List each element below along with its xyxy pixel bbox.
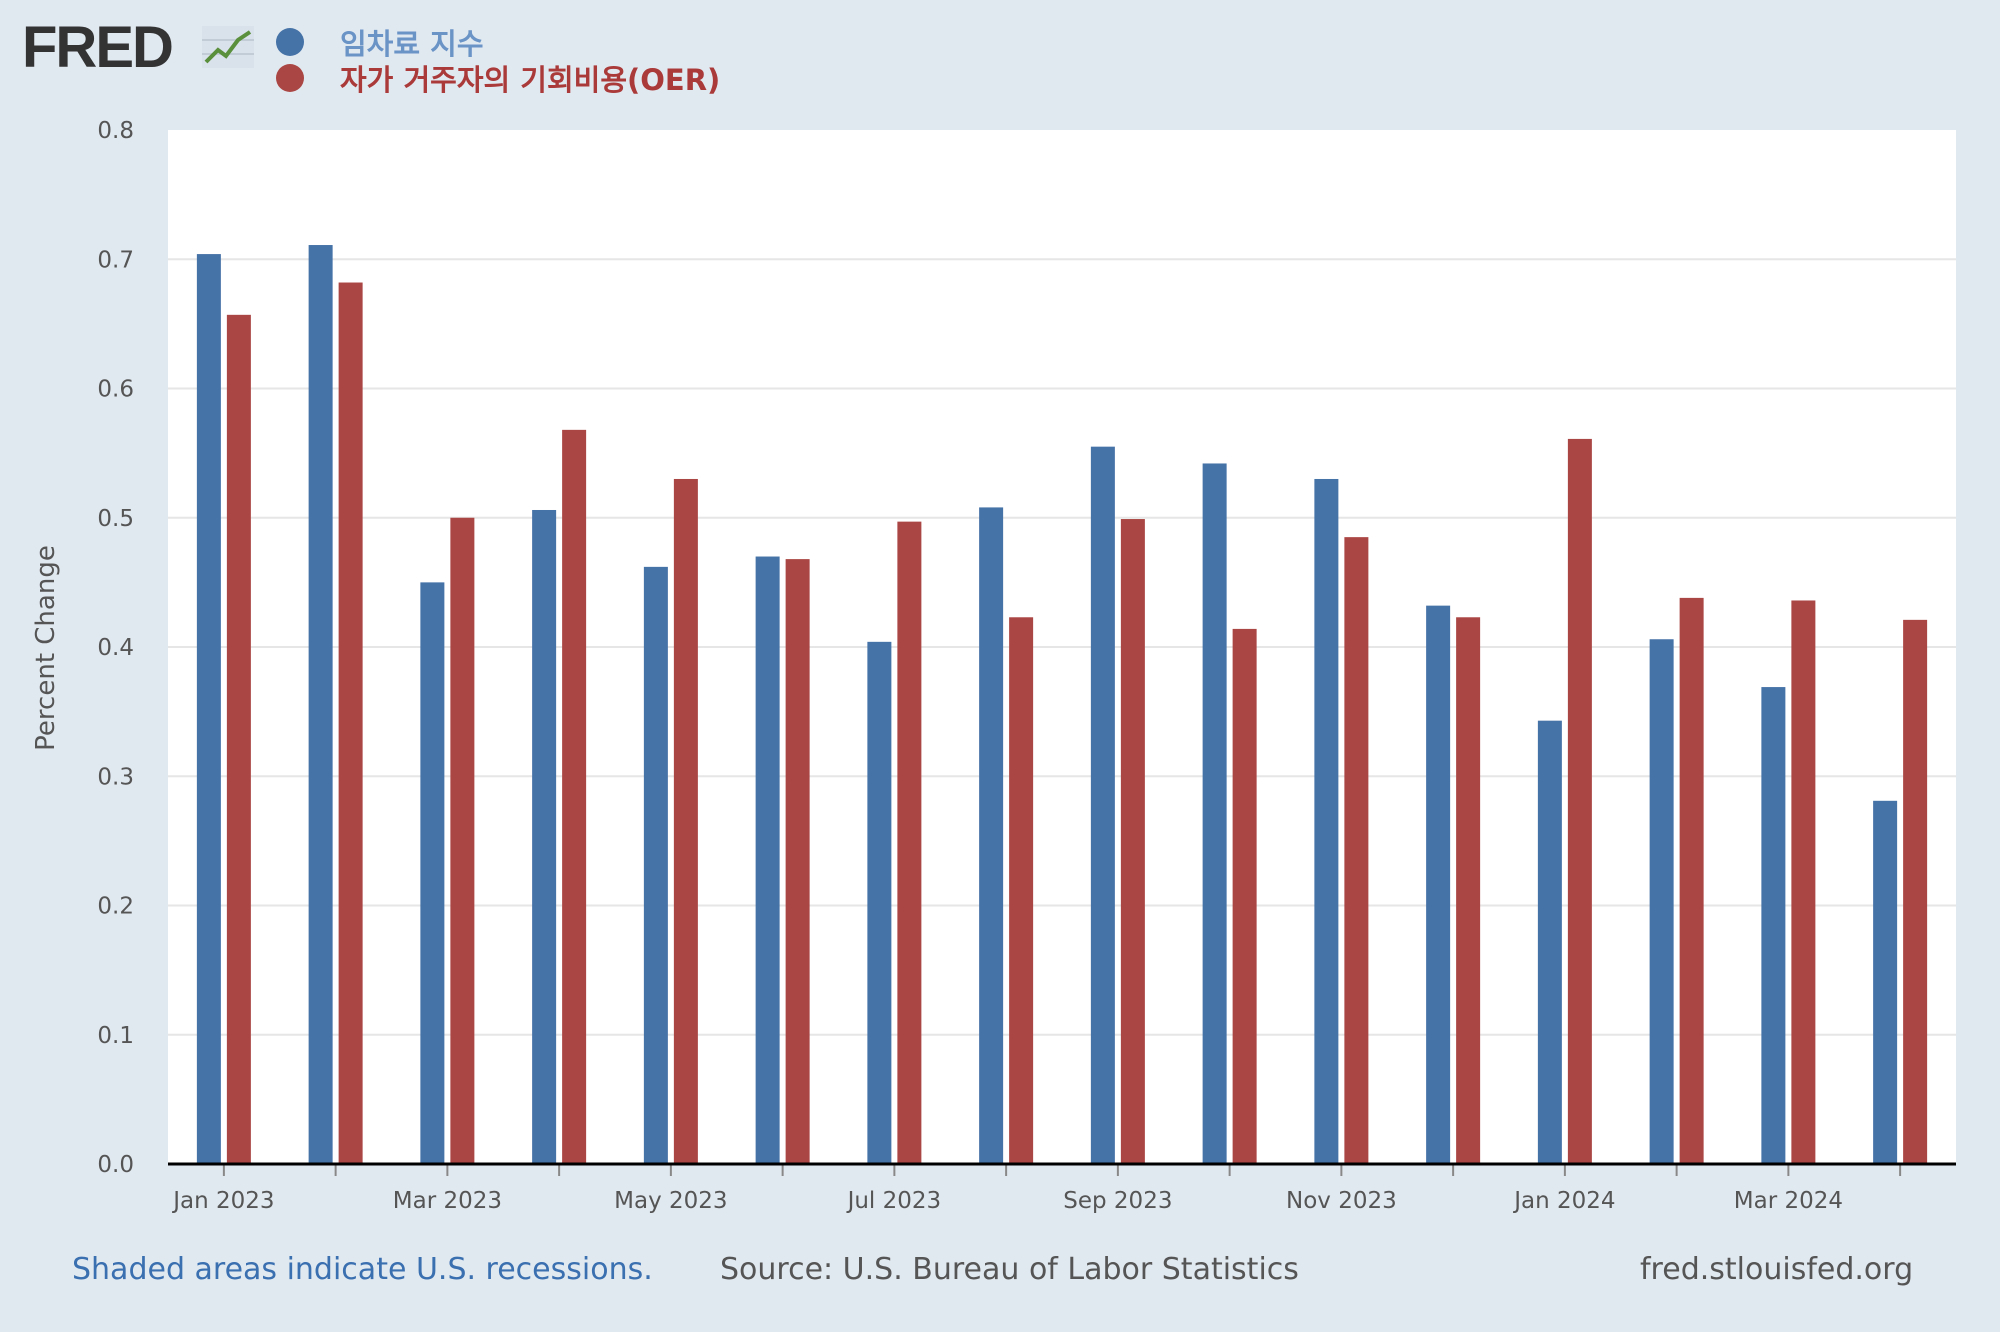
bar-oer-11[interactable]: [1456, 617, 1481, 1164]
bar-rent-8[interactable]: [1090, 446, 1115, 1165]
bar-oer-15[interactable]: [1903, 619, 1928, 1164]
bar-rent-2[interactable]: [420, 582, 445, 1164]
bar-rent-12[interactable]: [1537, 720, 1562, 1164]
bar-rent-9[interactable]: [1202, 463, 1227, 1165]
chart-trend-icon: [202, 26, 254, 68]
bar-rent-14[interactable]: [1761, 687, 1786, 1164]
bar-oer-14[interactable]: [1791, 600, 1816, 1164]
legend-label-rent: 임차료 지수: [340, 27, 484, 61]
y-tick-label: 0.4: [97, 635, 134, 661]
bar-oer-6[interactable]: [897, 521, 922, 1164]
x-tick-label: May 2023: [614, 1188, 727, 1214]
bar-oer-7[interactable]: [1009, 617, 1034, 1164]
bar-rent-10[interactable]: [1314, 478, 1339, 1165]
source-note: Source: U.S. Bureau of Labor Statistics: [720, 1252, 1299, 1287]
legend-swatch-oer: [276, 64, 304, 92]
y-tick-label: 0.6: [97, 377, 134, 403]
x-tick-label: Jan 2024: [1512, 1188, 1615, 1214]
legend-item-rent-index[interactable]: 임차료 지수: [276, 27, 484, 61]
legend-swatch-rent: [276, 28, 304, 56]
bar-oer-4[interactable]: [673, 478, 698, 1165]
bar-oer-8[interactable]: [1120, 519, 1145, 1164]
x-tick-label: Nov 2023: [1286, 1188, 1397, 1214]
y-tick-label: 0.1: [97, 1023, 134, 1049]
bar-rent-0[interactable]: [196, 254, 221, 1164]
bar-oer-12[interactable]: [1567, 438, 1592, 1165]
y-tick-label: 0.2: [97, 894, 134, 920]
x-tick-label: Mar 2023: [393, 1188, 502, 1214]
fred-logo[interactable]: FRED: [22, 15, 174, 80]
y-tick-label: 0.3: [97, 764, 134, 790]
bar-rent-6[interactable]: [867, 641, 892, 1164]
bar-rent-3[interactable]: [532, 509, 557, 1164]
bar-rent-15[interactable]: [1873, 800, 1898, 1164]
x-tick-label: Mar 2024: [1734, 1188, 1843, 1214]
y-tick-label: 0.7: [97, 247, 134, 273]
y-tick-label: 0.5: [97, 506, 134, 532]
fred-url-link[interactable]: fred.stlouisfed.org: [1640, 1252, 1914, 1287]
bar-rent-13[interactable]: [1649, 639, 1674, 1164]
bar-oer-1[interactable]: [338, 282, 363, 1164]
bar-oer-2[interactable]: [450, 517, 475, 1164]
bar-rent-1[interactable]: [308, 245, 333, 1165]
bar-oer-5[interactable]: [785, 559, 810, 1164]
bar-oer-10[interactable]: [1344, 537, 1369, 1164]
x-tick-label: Jul 2023: [846, 1188, 942, 1214]
y-tick-label: 0.0: [97, 1152, 134, 1178]
bar-oer-13[interactable]: [1679, 597, 1704, 1164]
legend-label-oer: 자가 거주자의 기회비용(OER): [340, 63, 721, 97]
recession-note-link[interactable]: Shaded areas indicate U.S. recessions.: [72, 1252, 653, 1287]
bar-rent-7[interactable]: [979, 507, 1004, 1164]
bar-rent-4[interactable]: [643, 566, 668, 1164]
bar-rent-5[interactable]: [755, 556, 780, 1164]
bar-rent-11[interactable]: [1426, 605, 1451, 1164]
y-tick-label: 0.8: [97, 118, 134, 144]
x-tick-label: Jan 2023: [171, 1188, 274, 1214]
bar-oer-0[interactable]: [226, 314, 251, 1164]
x-tick-label: Sep 2023: [1063, 1188, 1172, 1214]
bar-oer-9[interactable]: [1232, 628, 1257, 1164]
bar-oer-3[interactable]: [562, 429, 587, 1164]
legend-item-oer[interactable]: 자가 거주자의 기회비용(OER): [276, 63, 720, 97]
